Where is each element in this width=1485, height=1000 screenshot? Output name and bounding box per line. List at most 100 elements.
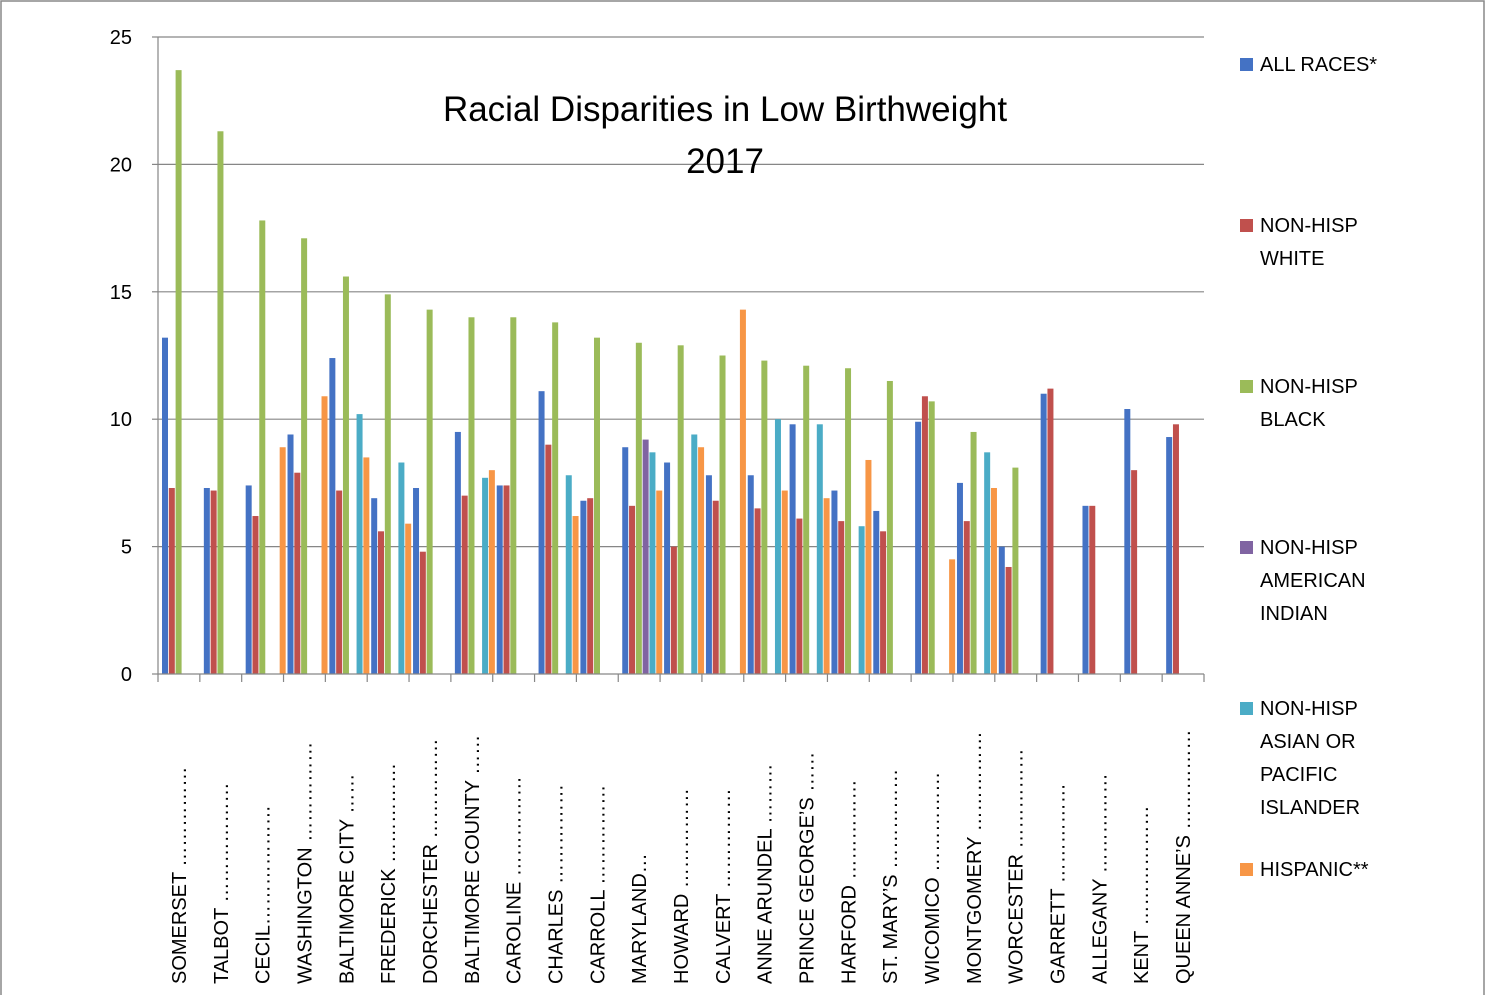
- bar: [426, 309, 433, 674]
- bar: [886, 380, 893, 674]
- bar: [998, 546, 1005, 674]
- bar: [342, 276, 349, 674]
- bar: [503, 485, 510, 674]
- x-tick-label: MARYLAND…: [629, 853, 651, 984]
- bar: [915, 421, 922, 674]
- bar: [739, 309, 746, 674]
- y-tick-label: 20: [110, 154, 132, 176]
- bar: [670, 546, 677, 674]
- y-tick-label: 0: [121, 664, 132, 686]
- x-tick-label: GARRETT ……………: [1048, 783, 1070, 984]
- bar: [649, 452, 656, 674]
- bar: [865, 459, 872, 674]
- bar: [572, 516, 579, 674]
- x-tick-label: WICOMICO ……………: [922, 772, 944, 984]
- bar: [384, 294, 391, 674]
- x-tick-label: BALTIMORE CITY ……: [336, 774, 358, 984]
- bar: [356, 414, 363, 674]
- bar: [781, 490, 788, 674]
- x-tick-label: HOWARD ……………: [671, 788, 693, 984]
- bar: [329, 358, 336, 674]
- bar: [838, 521, 845, 674]
- bar: [488, 470, 495, 674]
- x-tick-label: CAROLINE ……………: [504, 776, 526, 984]
- bar: [705, 475, 712, 674]
- bar: [413, 487, 420, 674]
- bar: [1166, 437, 1173, 674]
- bar: [496, 485, 503, 674]
- bar: [336, 490, 343, 674]
- bar: [990, 487, 997, 674]
- bar: [217, 131, 224, 674]
- x-tick-label: MONTGOMERY ……………: [964, 731, 986, 984]
- x-tick-label: CECIL………………: [253, 805, 275, 984]
- x-tick-label: DORCHESTER ……………: [420, 738, 442, 984]
- x-tick-label: FREDERICK ……………: [378, 763, 400, 984]
- bar: [761, 360, 768, 674]
- bar: [587, 498, 594, 674]
- bar: [921, 396, 928, 674]
- bar: [279, 447, 286, 674]
- bar: [816, 424, 823, 674]
- bar: [405, 523, 412, 674]
- bar: [321, 396, 328, 674]
- bar: [363, 457, 370, 674]
- bars-layer: [162, 70, 1179, 675]
- bar: [774, 419, 781, 674]
- bar: [845, 368, 852, 674]
- bar: [803, 365, 810, 674]
- bar: [1124, 409, 1131, 674]
- x-tick-label: CHARLES ……………: [545, 784, 567, 984]
- chart-title: Racial Disparities in Low Birthweight: [443, 90, 1007, 129]
- bar: [287, 434, 294, 674]
- chart-subtitle: 2017: [686, 142, 764, 181]
- legend-label: NON-HISP AMERICAN INDIAN: [1260, 537, 1366, 625]
- x-tick-label: ST. MARY’S ……………: [880, 769, 902, 984]
- x-tick-label: TALBOT ………………: [211, 782, 233, 984]
- bar: [301, 238, 308, 675]
- bar: [538, 391, 545, 674]
- bar: [1012, 467, 1019, 674]
- bar: [1172, 424, 1179, 674]
- y-tick-label: 15: [110, 282, 132, 304]
- bar: [203, 487, 210, 674]
- bar: [823, 498, 830, 674]
- bar: [712, 500, 719, 674]
- bar: [1082, 505, 1089, 674]
- bar: [482, 477, 489, 674]
- bar: [168, 487, 175, 674]
- x-tick-label: WASHINGTON ……………: [294, 742, 316, 984]
- legend-swatch: [1240, 219, 1253, 232]
- bar: [719, 355, 726, 674]
- bar: [162, 337, 168, 674]
- bar: [594, 337, 600, 674]
- bar: [796, 518, 803, 674]
- bar: [419, 551, 426, 674]
- bar: [175, 70, 182, 674]
- x-tick-label: HARFORD ……………: [838, 780, 860, 984]
- legend-swatch: [1240, 863, 1253, 876]
- bar: [454, 431, 461, 674]
- x-tick-label: ANNE ARUNDEL ………: [755, 764, 777, 984]
- legend-label: NON-HISP BLACK: [1260, 376, 1358, 431]
- bar: [747, 475, 754, 674]
- bar: [1089, 505, 1096, 674]
- legend-swatch: [1240, 702, 1253, 715]
- x-tick-label: QUEEN ANNE’S ……………: [1173, 730, 1195, 984]
- legend-label: NON-HISP WHITE: [1260, 215, 1358, 270]
- bar: [754, 508, 761, 674]
- bar: [831, 490, 838, 674]
- bar: [252, 516, 259, 674]
- y-tick-label: 25: [110, 27, 132, 49]
- bar: [949, 559, 956, 674]
- x-tick-label: ALLEGANY ……………: [1089, 773, 1111, 984]
- bar: [963, 521, 970, 674]
- y-tick-label: 10: [110, 409, 132, 431]
- x-tick-label: WORCESTER ……………: [1006, 748, 1028, 984]
- x-tick-label: SOMERSET ……………: [169, 767, 191, 984]
- legend-label: HISPANIC**: [1260, 859, 1369, 881]
- bar: [210, 490, 217, 674]
- bar: [642, 439, 649, 674]
- bar: [622, 447, 629, 674]
